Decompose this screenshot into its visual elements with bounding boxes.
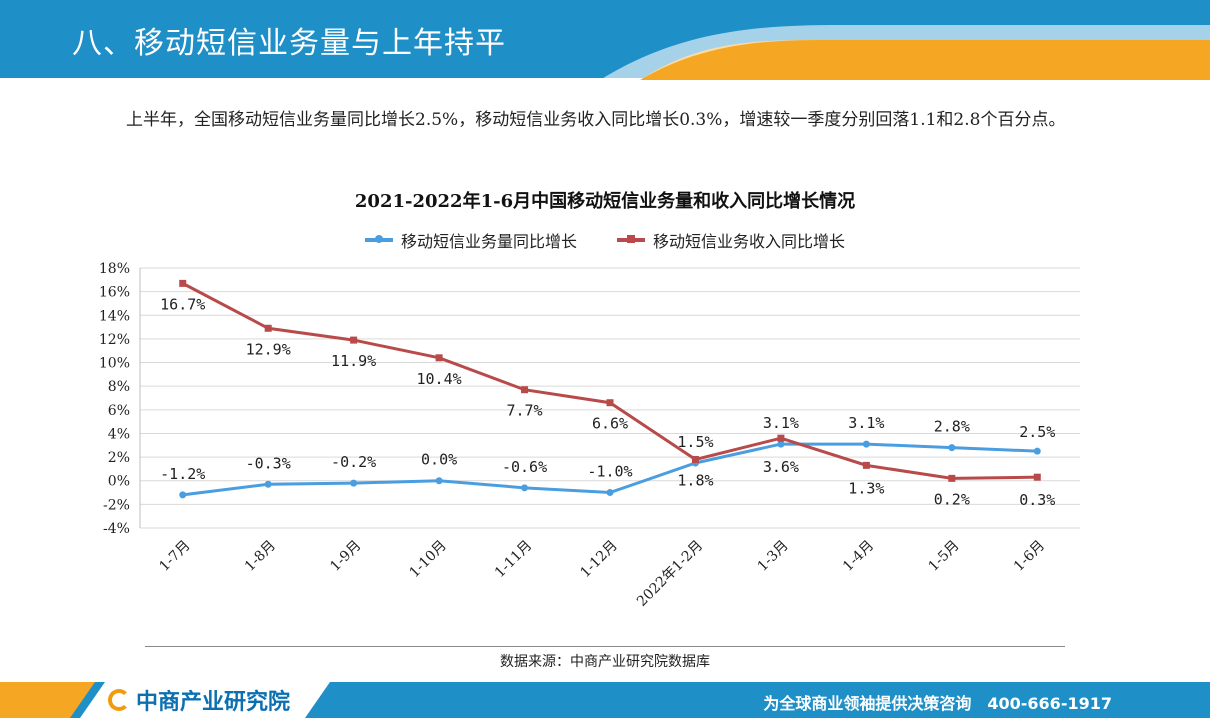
data-label: -0.2% <box>331 453 376 471</box>
legend-label-volume: 移动短信业务量同比增长 <box>400 232 577 251</box>
data-point <box>1033 447 1041 455</box>
y-tick-label: 12% <box>99 332 130 348</box>
footer-logo-bg <box>0 682 330 718</box>
y-tick-label: 2% <box>108 450 130 466</box>
legend-label-revenue: 移动短信业务收入同比增长 <box>653 232 846 251</box>
data-label: 16.7% <box>160 295 205 313</box>
data-point <box>521 484 529 492</box>
data-point <box>1033 473 1041 481</box>
data-label: -0.6% <box>502 458 547 476</box>
y-tick-label: 6% <box>108 403 130 419</box>
legend-item-volume: 移动短信业务量同比增长 <box>364 228 577 252</box>
data-point <box>179 491 187 499</box>
data-label: 11.9% <box>331 352 376 370</box>
footer-slogan: 为全球商业领袖提供决策咨询 400-666-1917 <box>763 694 1112 713</box>
data-point <box>777 434 785 442</box>
data-point <box>691 455 699 463</box>
data-label: 1.8% <box>677 471 713 489</box>
data-point <box>948 444 956 452</box>
legend-swatch-volume <box>364 235 393 243</box>
company-logo-icon <box>108 689 130 711</box>
legend-item-revenue: 移动短信业务收入同比增长 <box>617 228 845 252</box>
data-label: 1.3% <box>848 479 884 497</box>
x-tick-label: 1-6月 <box>1011 538 1048 575</box>
data-label: 2.8% <box>934 418 970 436</box>
source-divider <box>145 646 1065 647</box>
data-label: -1.0% <box>587 463 632 481</box>
data-label: 6.6% <box>592 415 628 433</box>
y-tick-label: 10% <box>99 356 130 372</box>
data-point <box>862 461 870 469</box>
x-tick-label: 1-7月 <box>156 538 193 575</box>
data-point <box>777 440 785 448</box>
data-label: 0.0% <box>421 451 457 469</box>
source-note: 数据来源：中商产业研究院数据库 <box>500 654 710 670</box>
data-label: 12.9% <box>246 340 291 358</box>
data-label: 10.4% <box>417 370 462 388</box>
x-tick-label: 1-11月 <box>492 538 535 581</box>
x-tick-label: 1-8月 <box>242 538 279 575</box>
data-point <box>521 386 529 394</box>
line-chart: 18% 16% 14% 12% 10% 8% 6% 4% 2% 0% -2% -4% 1-7月 1-8月 1… <box>99 261 1080 610</box>
data-point <box>862 440 870 448</box>
chart-title: 2021-2022年1-6月中国移动短信业务量和收入同比增长情况 <box>354 191 856 212</box>
y-tick-label: 14% <box>99 308 130 324</box>
data-point <box>948 474 956 482</box>
data-point <box>606 399 614 407</box>
data-label: -0.3% <box>246 454 291 472</box>
y-tick-label: 4% <box>108 426 130 442</box>
x-tick-label: 1-9月 <box>327 538 364 575</box>
data-label: 7.7% <box>506 402 542 420</box>
data-point <box>179 279 187 287</box>
data-label: 3.1% <box>848 414 884 432</box>
intro-paragraph: 上半年，全国移动短信业务量同比增长2.5%，移动短信业务收入同比增长0.3%，增… <box>126 110 1066 130</box>
data-label: 0.3% <box>1019 491 1055 509</box>
x-tick-label: 1-10月 <box>406 538 449 581</box>
x-tick-label: 1-5月 <box>925 538 962 575</box>
y-tick-label: -4% <box>103 521 130 537</box>
legend-swatch-revenue <box>617 235 645 243</box>
x-tick-label: 1-12月 <box>577 538 620 581</box>
x-tick-label: 1-3月 <box>755 538 792 575</box>
header-accent <box>600 0 1210 80</box>
data-point <box>350 336 358 344</box>
data-point <box>264 480 272 488</box>
page-title: 八、移动短信业务量与上年持平 <box>72 26 506 61</box>
series-line <box>182 282 1038 480</box>
data-point <box>606 489 614 497</box>
data-label: 1.5% <box>677 433 713 451</box>
data-point <box>350 479 358 487</box>
x-tick-label: 1-4月 <box>840 538 877 575</box>
y-tick-label: 16% <box>99 285 130 301</box>
y-tick-label: 18% <box>99 261 130 277</box>
x-tick-label: 2022年1-2月 <box>634 538 706 610</box>
footer-logo-text: 中商产业研究院 <box>136 690 291 715</box>
y-tick-label: -2% <box>103 497 130 513</box>
data-point <box>435 354 443 362</box>
data-label: 2.5% <box>1019 423 1055 441</box>
data-point <box>435 477 443 485</box>
data-label: -1.2% <box>160 465 205 483</box>
data-label: 3.6% <box>763 458 799 476</box>
y-tick-label: 0% <box>108 474 130 490</box>
data-point <box>264 324 272 332</box>
data-label: 0.2% <box>934 490 970 508</box>
chart-legend: 移动短信业务量同比增长 移动短信业务收入同比增长 <box>0 228 1210 252</box>
y-tick-label: 8% <box>108 379 130 395</box>
data-label: 3.1% <box>763 414 799 432</box>
